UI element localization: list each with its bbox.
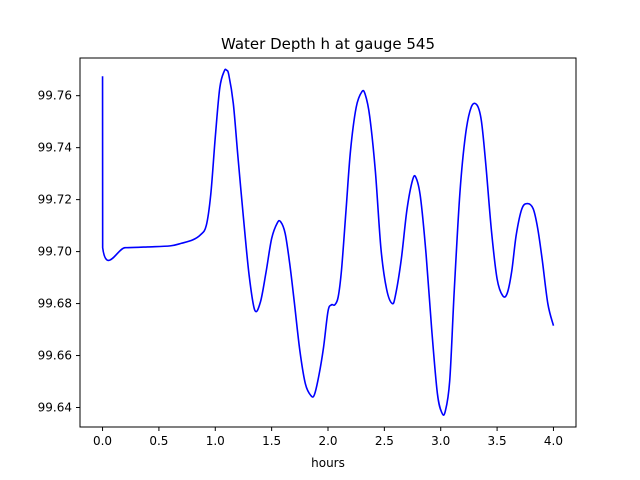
x-tick-label: 2.0 — [318, 434, 337, 448]
y-tick-label: 99.68 — [38, 297, 72, 311]
x-axis-ticks: 0.0 0.5 1.0 1.5 2.0 2.5 3.0 3.5 4.0 — [93, 427, 563, 448]
y-tick-label: 99.66 — [38, 349, 72, 363]
x-axis-label: hours — [311, 456, 345, 470]
x-tick-label: 0.5 — [149, 434, 168, 448]
chart-title: Water Depth h at gauge 545 — [221, 35, 435, 53]
x-tick-label: 0.0 — [93, 434, 112, 448]
y-axis-ticks: 99.64 99.66 99.68 99.70 99.72 99.74 99.76 — [38, 89, 80, 415]
y-tick-label: 99.76 — [38, 89, 72, 103]
x-tick-label: 1.5 — [262, 434, 281, 448]
x-tick-label: 2.5 — [375, 434, 394, 448]
series-line-0 — [101, 68, 555, 417]
plot-area — [101, 68, 555, 417]
y-tick-label: 99.74 — [38, 141, 72, 155]
x-tick-label: 3.0 — [431, 434, 450, 448]
y-tick-label: 99.70 — [38, 245, 72, 259]
y-tick-label: 99.72 — [38, 193, 72, 207]
y-tick-label: 99.64 — [38, 401, 72, 415]
x-tick-label: 4.0 — [544, 434, 563, 448]
axes-frame — [79, 57, 577, 428]
x-tick-label: 3.5 — [488, 434, 507, 448]
x-tick-label: 1.0 — [206, 434, 225, 448]
